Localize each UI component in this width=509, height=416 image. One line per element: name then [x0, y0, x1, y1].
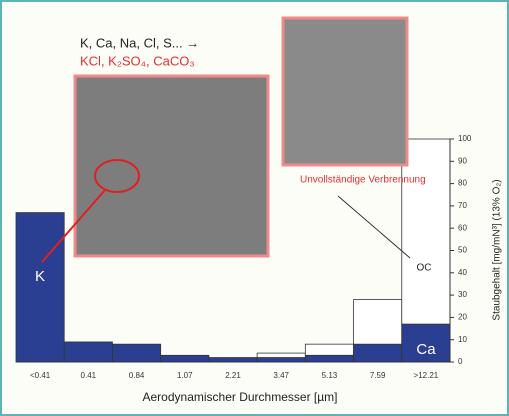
- y-tick-label: 20: [458, 313, 467, 322]
- y-tick-label: 10: [458, 335, 467, 344]
- x-tick-label: <0.41: [30, 371, 51, 380]
- x-tick-label: 5.13: [322, 371, 338, 380]
- bar-segment: [401, 323, 451, 363]
- bar-segment: [112, 343, 162, 363]
- y-tick-label: 0: [458, 357, 463, 366]
- y-tick-label: 60: [458, 223, 467, 232]
- pointer: [41, 189, 106, 263]
- x-tick-label: 3.47: [273, 371, 289, 380]
- bar-segment: [353, 343, 403, 363]
- bar-segment: [256, 352, 306, 358]
- x-tick-label: >12.21: [414, 371, 439, 380]
- x-axis-label: Aerodynamischer Durchmesser [µm]: [143, 390, 338, 404]
- x-tick-label: 7.59: [370, 371, 386, 380]
- annotation: OC: [417, 263, 432, 274]
- y-tick-label: 90: [458, 156, 467, 165]
- x-tick-label: 0.84: [129, 371, 145, 380]
- y-tick-label: 80: [458, 179, 467, 188]
- y-axis-label: Staubgehalt [mg/mN³] (13% O₂): [492, 179, 503, 320]
- bar-segment: [63, 341, 113, 363]
- sem-photo: [281, 16, 409, 167]
- x-tick-label: 0.41: [81, 371, 97, 380]
- bar-segment: [401, 138, 451, 325]
- y-tick-label: 30: [458, 290, 467, 299]
- annotation: KCl, K₂SO₄, CaCO₃: [80, 53, 195, 68]
- bar-segment: [160, 354, 210, 363]
- y-tick-label: 70: [458, 201, 467, 210]
- annotation: K: [35, 268, 45, 285]
- annotation: Unvollständige Verbrennung: [300, 175, 426, 186]
- x-tick-label: 2.21: [225, 371, 241, 380]
- bar-segment: [353, 299, 403, 345]
- y-tick-label: 100: [458, 134, 472, 143]
- bar-segment: [208, 357, 258, 363]
- x-tick-label: 1.07: [177, 371, 193, 380]
- bar-segment: [304, 343, 354, 356]
- bar-segment: [304, 354, 354, 363]
- y-tick-label: 40: [458, 268, 467, 277]
- pointer: [337, 195, 411, 259]
- highlight: [94, 159, 140, 193]
- bar-segment: [15, 212, 65, 363]
- sem-photo: [73, 74, 270, 258]
- bar-segment: [256, 357, 306, 363]
- annotation: K, Ca, Na, Cl, S... →: [80, 35, 199, 50]
- annotation: Ca: [416, 341, 436, 358]
- y-tick-label: 50: [458, 246, 467, 255]
